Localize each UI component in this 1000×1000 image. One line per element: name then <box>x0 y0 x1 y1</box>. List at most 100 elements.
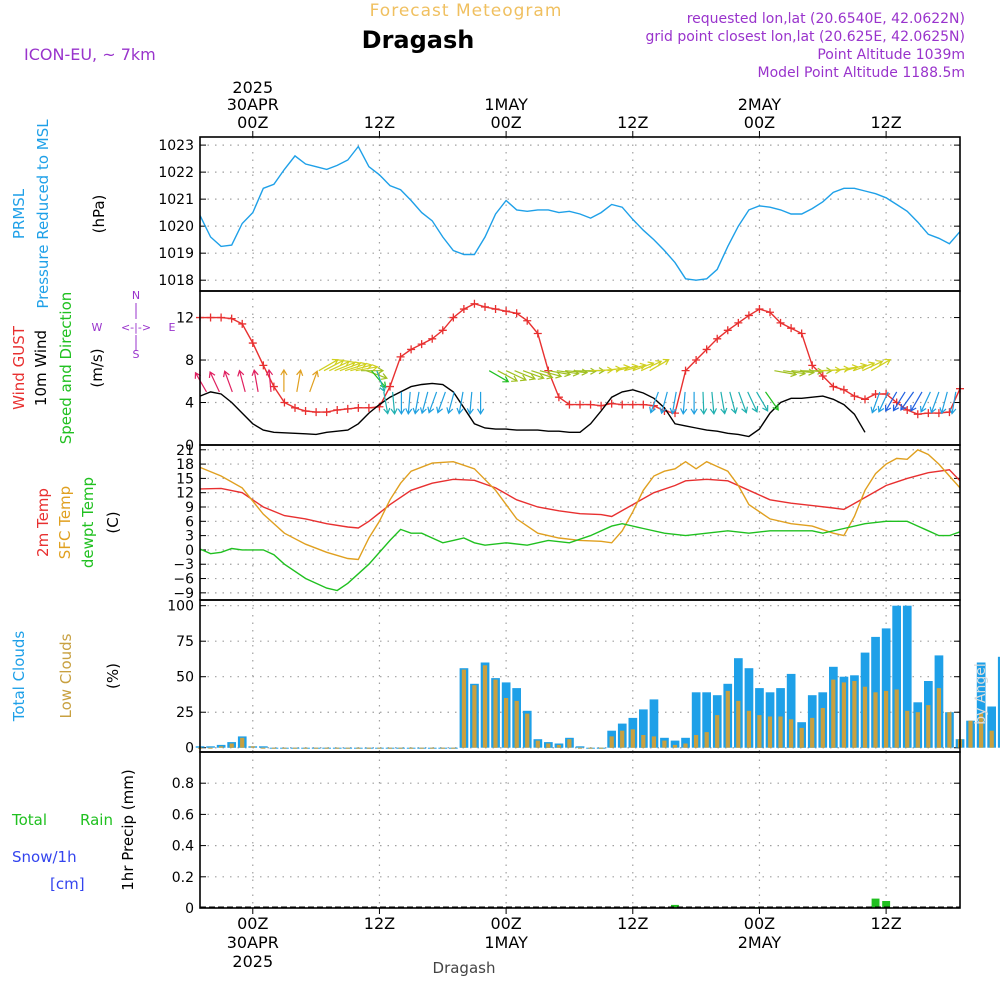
cloud-bar <box>789 719 794 748</box>
y-labels-clouds: Total Clouds Low Clouds (%) <box>10 631 122 723</box>
wind-arrow <box>265 368 274 392</box>
gust-point <box>312 408 321 417</box>
cloud-bar <box>691 692 701 748</box>
y-tick-label: 75 <box>176 634 194 650</box>
gust-point <box>576 400 584 409</box>
gust-point <box>481 302 489 311</box>
compass-center: <-|-> <box>121 321 151 334</box>
cloud-bar <box>744 668 754 748</box>
y-tick-label: 0 <box>185 543 194 559</box>
axis-title: 10m Wind <box>32 330 50 406</box>
wind-arrow <box>355 364 379 372</box>
bottom-tick-hour: 12Z <box>364 914 395 933</box>
cloud-bar <box>892 605 901 748</box>
snow-label: Snow/1h <box>12 848 77 866</box>
gust-point <box>364 403 373 412</box>
rain-label: Total <box>11 811 47 829</box>
cloud-bar <box>206 746 215 748</box>
wind-arrow <box>699 391 708 416</box>
cloud-bar <box>303 747 308 749</box>
gust-point <box>903 405 912 414</box>
gust-point <box>734 318 743 327</box>
y-tick-label: 0.8 <box>172 776 194 792</box>
y-tick-label: 0.2 <box>172 870 194 886</box>
wind-arrow <box>910 391 923 412</box>
wind-arrow <box>280 368 288 392</box>
cloud-bar <box>271 747 276 749</box>
cloud-bar <box>831 679 836 748</box>
cloud-bar <box>736 700 741 748</box>
panel-wind: 0 4 8 12 Wind GUST 10m Wind Speed and Directio… <box>10 289 964 454</box>
wind-arrow <box>765 391 779 411</box>
cloud-bar <box>525 713 530 748</box>
y-tick-label: 9 <box>185 500 194 516</box>
cloud-bar <box>810 717 815 748</box>
y-tick-label: 12 <box>176 311 194 327</box>
gust-point <box>512 309 521 318</box>
wind-arrows <box>194 358 957 416</box>
cloud-bar <box>884 690 889 748</box>
wind-arrow <box>720 391 728 415</box>
wind-arrow <box>488 370 510 383</box>
wind-arrow <box>208 370 220 393</box>
wind-arrow <box>870 358 892 372</box>
wind-arrow <box>223 370 233 393</box>
unit-label: 1hr Precip (mm) <box>119 769 137 890</box>
unit-label: (%) <box>104 663 122 689</box>
y-tick-label: 0 <box>185 741 194 757</box>
wind-arrow <box>747 391 759 413</box>
wind-arrow <box>309 370 319 393</box>
y-tick-label: 0 <box>185 438 194 454</box>
panel-precip: 0 0.2 0.4 0.6 0.8 Total Rain Snow/1h [cm] 1hr Pre… <box>11 751 961 917</box>
compass-north: N <box>132 289 140 302</box>
rain-bar <box>882 901 891 908</box>
wind-arrow <box>885 391 898 412</box>
wind-arrow <box>539 370 563 379</box>
cloud-bar <box>976 662 986 748</box>
gust-point <box>417 340 426 349</box>
cloud-bar <box>786 673 796 748</box>
cloud-bar <box>683 743 688 748</box>
y-tick-label: 0.6 <box>172 807 194 823</box>
gust-point <box>333 405 342 414</box>
wind-arrow <box>669 391 677 415</box>
model-altitude: Model Point Altitude 1188.5m <box>758 65 965 81</box>
cloud-bar <box>461 669 466 748</box>
y-tick-label: 1022 <box>158 165 194 181</box>
cloud-bar <box>377 747 382 749</box>
y-tick-label: 3 <box>185 529 194 545</box>
cloud-bar <box>630 729 635 748</box>
unit-label: (hPa) <box>90 195 108 234</box>
cloud-bar <box>757 715 762 748</box>
cloud-bar <box>282 747 287 749</box>
cloud-bar <box>546 743 551 748</box>
cloud-bar <box>968 720 973 748</box>
cloud-bar <box>852 681 857 748</box>
gust-point <box>692 356 701 365</box>
wind-arrow <box>514 370 537 381</box>
top-tick-date: 30APR <box>227 95 279 114</box>
cloud-bar <box>240 737 245 748</box>
axis-title: SFC Temp <box>56 486 74 559</box>
model-label: ICON-EU, ~ 7km <box>24 45 156 64</box>
axis-title: Low Clouds <box>57 633 75 718</box>
y-tick-label: 18 <box>176 457 194 473</box>
cloud-bar <box>366 747 371 749</box>
cloud-bar <box>662 740 667 748</box>
rain-label: Rain <box>80 811 113 829</box>
y-tick-label: 21 <box>176 443 194 459</box>
y-axis-prmsl: 1018 1019 1020 1021 1022 1023 <box>158 138 960 289</box>
cloud-bar <box>989 730 994 748</box>
cloud-bar <box>620 730 625 748</box>
y-tick-label: 8 <box>185 353 194 369</box>
cloud-bar <box>419 747 424 749</box>
axis-title: PRMSL <box>10 188 28 239</box>
gust-point <box>407 345 416 354</box>
series-line-10m-wind <box>199 382 866 438</box>
y-labels-precip: Total Rain Snow/1h [cm] 1hr Precip (mm) <box>11 769 137 893</box>
footer-station: Dragash <box>433 959 496 977</box>
gust-point <box>470 299 479 308</box>
